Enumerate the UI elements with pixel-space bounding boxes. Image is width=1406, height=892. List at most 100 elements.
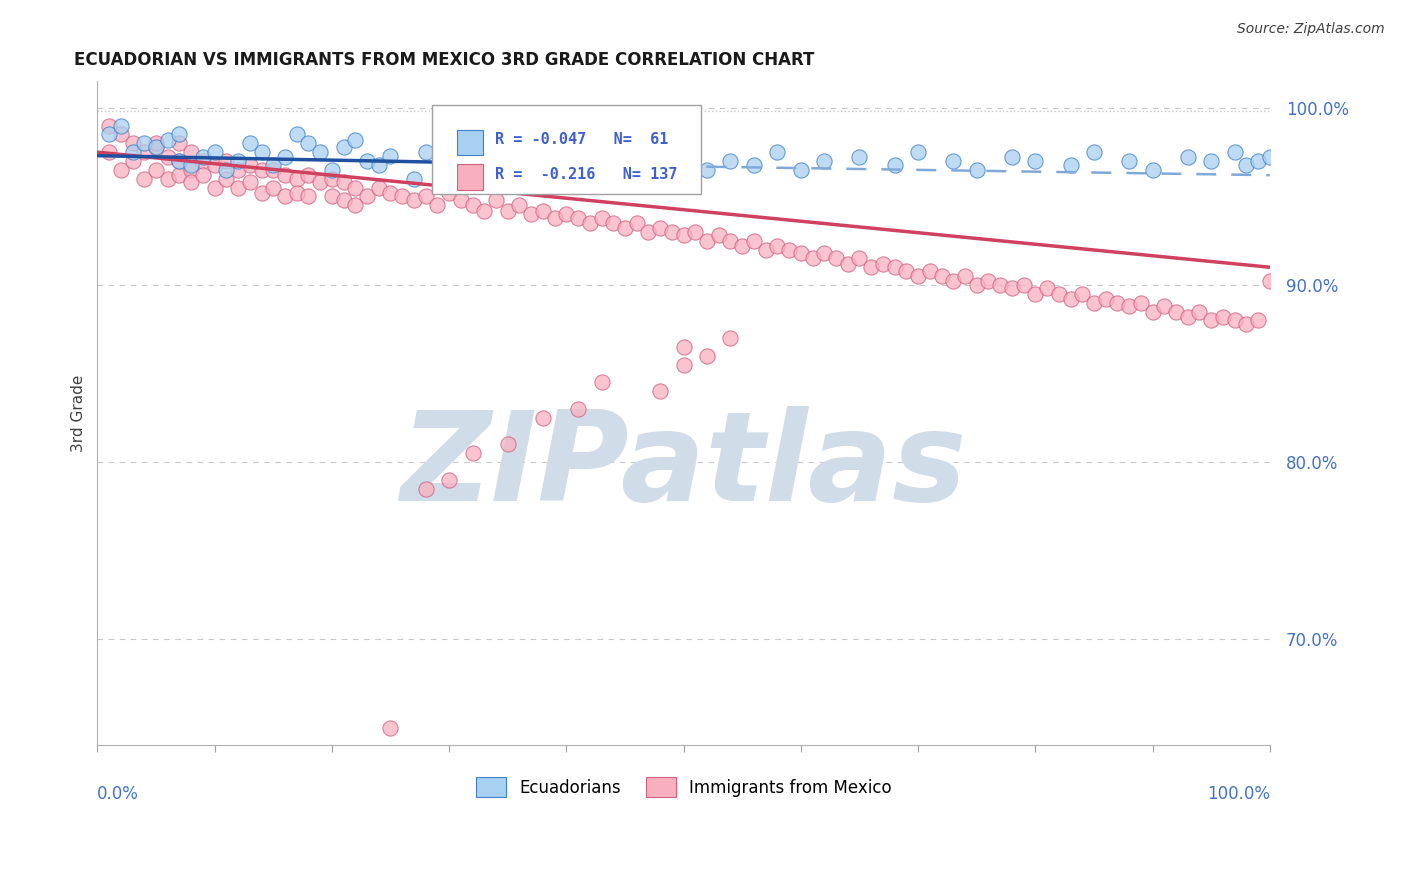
Point — [966, 277, 988, 292]
Point — [531, 203, 554, 218]
Point — [169, 128, 191, 142]
Point — [661, 225, 683, 239]
Point — [1001, 281, 1024, 295]
Point — [742, 157, 765, 171]
Point — [1153, 299, 1175, 313]
Point — [520, 207, 543, 221]
Point — [180, 162, 202, 177]
Point — [415, 482, 437, 496]
Point — [1247, 313, 1270, 327]
Point — [437, 186, 460, 200]
Point — [134, 145, 156, 160]
Point — [472, 203, 495, 218]
Point — [134, 171, 156, 186]
Point — [801, 252, 824, 266]
Point — [380, 149, 402, 163]
Point — [145, 162, 167, 177]
Point — [415, 189, 437, 203]
Point — [825, 252, 848, 266]
Point — [672, 151, 695, 165]
Point — [344, 180, 367, 194]
Point — [145, 140, 167, 154]
Point — [1059, 157, 1081, 171]
Point — [250, 186, 273, 200]
Point — [461, 151, 484, 165]
Point — [1129, 295, 1152, 310]
Text: Source: ZipAtlas.com: Source: ZipAtlas.com — [1237, 22, 1385, 37]
Point — [485, 193, 508, 207]
Point — [883, 157, 905, 171]
Point — [380, 721, 402, 735]
Point — [742, 234, 765, 248]
Point — [720, 154, 742, 169]
Point — [778, 243, 800, 257]
Point — [1012, 277, 1035, 292]
Point — [672, 358, 695, 372]
Point — [274, 168, 297, 182]
Legend: Ecuadorians, Immigrants from Mexico: Ecuadorians, Immigrants from Mexico — [470, 771, 898, 804]
Point — [226, 162, 249, 177]
Point — [531, 154, 554, 169]
Point — [1001, 151, 1024, 165]
Point — [285, 171, 308, 186]
Point — [437, 473, 460, 487]
Point — [591, 376, 613, 390]
Text: R = -0.047   N=  61: R = -0.047 N= 61 — [495, 132, 668, 147]
Point — [191, 168, 214, 182]
Point — [461, 446, 484, 460]
Point — [1071, 286, 1094, 301]
Point — [1234, 157, 1257, 171]
Point — [813, 154, 835, 169]
Point — [180, 157, 202, 171]
Point — [380, 186, 402, 200]
Point — [321, 162, 343, 177]
Point — [1177, 310, 1199, 324]
Point — [531, 410, 554, 425]
Point — [696, 349, 718, 363]
Point — [332, 193, 354, 207]
Point — [297, 189, 319, 203]
Point — [896, 264, 918, 278]
Point — [309, 145, 332, 160]
Point — [204, 180, 226, 194]
Point — [508, 198, 530, 212]
Point — [285, 128, 308, 142]
Point — [650, 221, 672, 235]
Point — [1024, 154, 1046, 169]
Point — [356, 154, 378, 169]
Point — [226, 154, 249, 169]
Point — [250, 145, 273, 160]
Point — [121, 136, 143, 151]
Point — [321, 189, 343, 203]
Point — [262, 180, 284, 194]
Point — [496, 437, 519, 451]
Point — [988, 277, 1011, 292]
Point — [626, 216, 648, 230]
Text: 100.0%: 100.0% — [1206, 785, 1270, 803]
Point — [191, 151, 214, 165]
Point — [614, 221, 637, 235]
Point — [883, 260, 905, 275]
Point — [110, 162, 132, 177]
Point — [391, 189, 413, 203]
Point — [1164, 304, 1187, 318]
Point — [567, 211, 589, 225]
Point — [907, 269, 929, 284]
Point — [731, 239, 754, 253]
Point — [1059, 292, 1081, 306]
Point — [98, 145, 121, 160]
Point — [1223, 313, 1246, 327]
Point — [543, 211, 565, 225]
Point — [285, 186, 308, 200]
Point — [180, 145, 202, 160]
Point — [367, 157, 389, 171]
Text: ZIPatlas: ZIPatlas — [401, 406, 967, 527]
Point — [297, 168, 319, 182]
Point — [1142, 162, 1164, 177]
Point — [672, 340, 695, 354]
Text: ECUADORIAN VS IMMIGRANTS FROM MEXICO 3RD GRADE CORRELATION CHART: ECUADORIAN VS IMMIGRANTS FROM MEXICO 3RD… — [75, 51, 814, 69]
Point — [1199, 313, 1222, 327]
Point — [860, 260, 883, 275]
Point — [1258, 274, 1281, 288]
Point — [1118, 154, 1140, 169]
